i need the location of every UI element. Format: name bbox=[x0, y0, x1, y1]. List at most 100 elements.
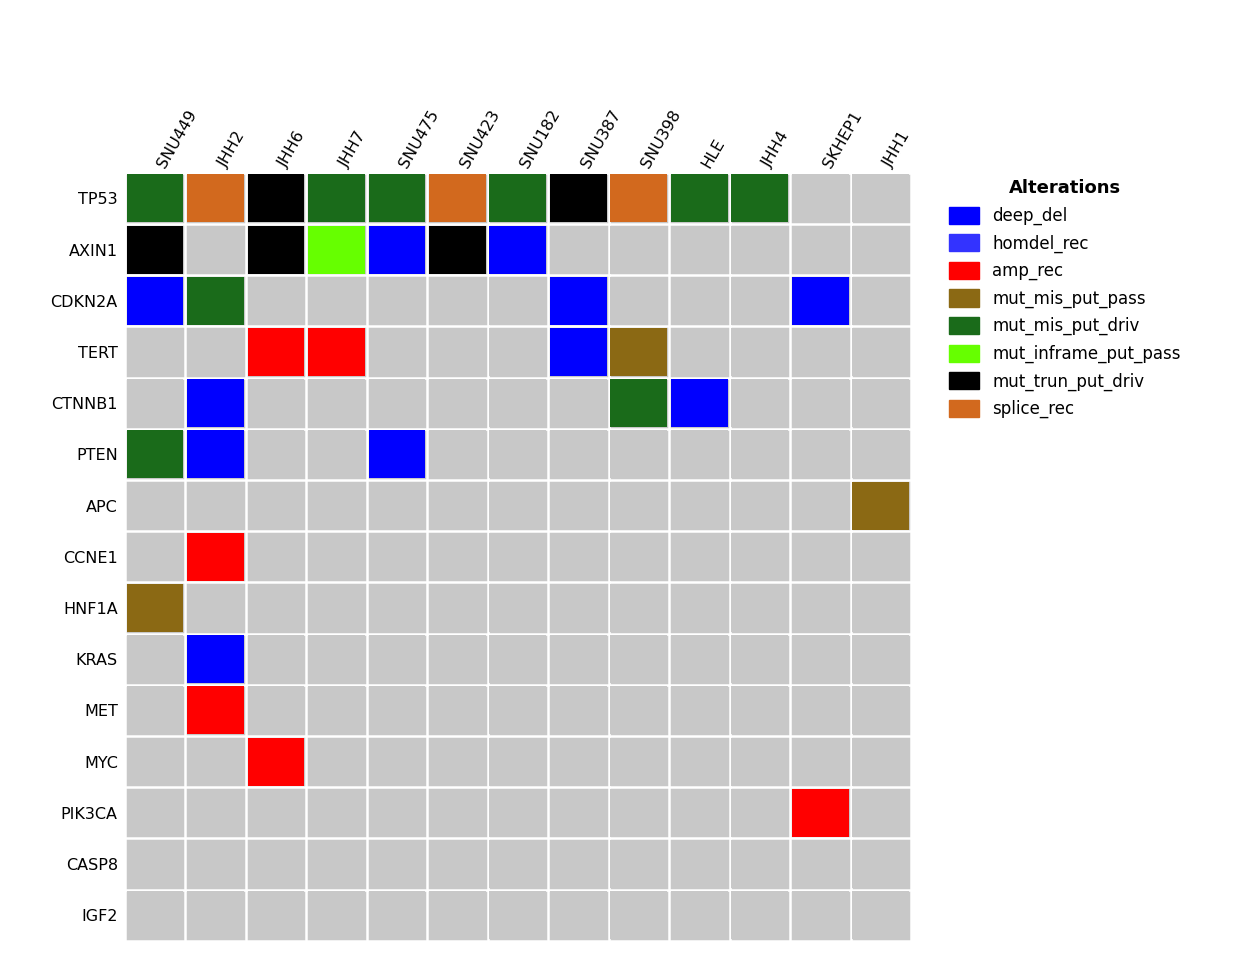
Bar bbox=[550, 482, 607, 530]
Bar bbox=[429, 226, 485, 274]
Bar bbox=[429, 584, 485, 632]
Bar bbox=[308, 175, 364, 223]
Bar bbox=[368, 226, 426, 274]
Bar bbox=[429, 789, 485, 837]
Bar bbox=[247, 276, 305, 324]
Bar bbox=[187, 840, 243, 888]
Bar bbox=[429, 175, 485, 223]
Bar bbox=[247, 328, 305, 376]
Bar bbox=[308, 686, 364, 734]
Bar bbox=[671, 430, 728, 478]
Bar bbox=[489, 840, 547, 888]
Bar bbox=[852, 226, 910, 274]
Bar bbox=[792, 737, 849, 785]
Bar bbox=[126, 686, 183, 734]
Bar bbox=[247, 789, 305, 837]
Bar bbox=[368, 430, 426, 478]
Bar bbox=[792, 482, 849, 530]
Bar bbox=[731, 789, 789, 837]
Bar bbox=[550, 379, 607, 427]
Bar bbox=[610, 379, 668, 427]
Bar bbox=[489, 328, 547, 376]
Bar bbox=[368, 533, 426, 581]
Bar bbox=[126, 175, 183, 223]
Bar bbox=[550, 737, 607, 785]
Bar bbox=[187, 533, 243, 581]
Bar bbox=[247, 430, 305, 478]
Legend: deep_del, homdel_rec, amp_rec, mut_mis_put_pass, mut_mis_put_driv, mut_inframe_p: deep_del, homdel_rec, amp_rec, mut_mis_p… bbox=[942, 173, 1188, 425]
Bar bbox=[489, 533, 547, 581]
Bar bbox=[731, 482, 789, 530]
Bar bbox=[610, 430, 668, 478]
Bar bbox=[550, 276, 607, 324]
Bar bbox=[126, 737, 183, 785]
Bar bbox=[489, 891, 547, 939]
Bar bbox=[489, 686, 547, 734]
Bar bbox=[731, 276, 789, 324]
Bar bbox=[429, 533, 485, 581]
Bar bbox=[852, 533, 910, 581]
Bar bbox=[792, 584, 849, 632]
Bar bbox=[368, 840, 426, 888]
Bar bbox=[852, 840, 910, 888]
Bar bbox=[429, 737, 485, 785]
Bar bbox=[671, 636, 728, 684]
Bar bbox=[550, 226, 607, 274]
Bar bbox=[429, 686, 485, 734]
Bar bbox=[792, 891, 849, 939]
Bar bbox=[671, 226, 728, 274]
Bar bbox=[187, 686, 243, 734]
Bar bbox=[671, 533, 728, 581]
Bar bbox=[429, 891, 485, 939]
Bar bbox=[187, 430, 243, 478]
Bar bbox=[429, 430, 485, 478]
Bar bbox=[550, 430, 607, 478]
Bar bbox=[610, 482, 668, 530]
Bar bbox=[489, 737, 547, 785]
Bar bbox=[852, 636, 910, 684]
Bar bbox=[187, 584, 243, 632]
Bar bbox=[852, 737, 910, 785]
Bar bbox=[852, 430, 910, 478]
Bar bbox=[731, 226, 789, 274]
Bar bbox=[731, 430, 789, 478]
Bar bbox=[610, 328, 668, 376]
Bar bbox=[126, 226, 183, 274]
Bar bbox=[429, 379, 485, 427]
Bar bbox=[792, 175, 849, 223]
Bar bbox=[671, 584, 728, 632]
Bar bbox=[368, 276, 426, 324]
Bar bbox=[792, 686, 849, 734]
Bar bbox=[187, 226, 243, 274]
Bar bbox=[550, 891, 607, 939]
Bar bbox=[731, 533, 789, 581]
Bar bbox=[368, 636, 426, 684]
Bar bbox=[852, 789, 910, 837]
Bar bbox=[550, 328, 607, 376]
Bar bbox=[187, 276, 243, 324]
Bar bbox=[126, 533, 183, 581]
Bar bbox=[429, 636, 485, 684]
Bar bbox=[308, 379, 364, 427]
Bar bbox=[792, 379, 849, 427]
Bar bbox=[187, 789, 243, 837]
Bar bbox=[126, 430, 183, 478]
Bar bbox=[187, 482, 243, 530]
Bar bbox=[247, 584, 305, 632]
Bar bbox=[610, 636, 668, 684]
Bar bbox=[671, 276, 728, 324]
Bar bbox=[671, 175, 728, 223]
Bar bbox=[368, 789, 426, 837]
Bar bbox=[126, 584, 183, 632]
Bar bbox=[368, 328, 426, 376]
Bar bbox=[429, 276, 485, 324]
Bar bbox=[731, 891, 789, 939]
Bar bbox=[731, 737, 789, 785]
Bar bbox=[852, 379, 910, 427]
Bar bbox=[550, 840, 607, 888]
Bar bbox=[731, 686, 789, 734]
Bar bbox=[731, 840, 789, 888]
Bar bbox=[731, 328, 789, 376]
Bar bbox=[610, 789, 668, 837]
Bar bbox=[852, 175, 910, 223]
